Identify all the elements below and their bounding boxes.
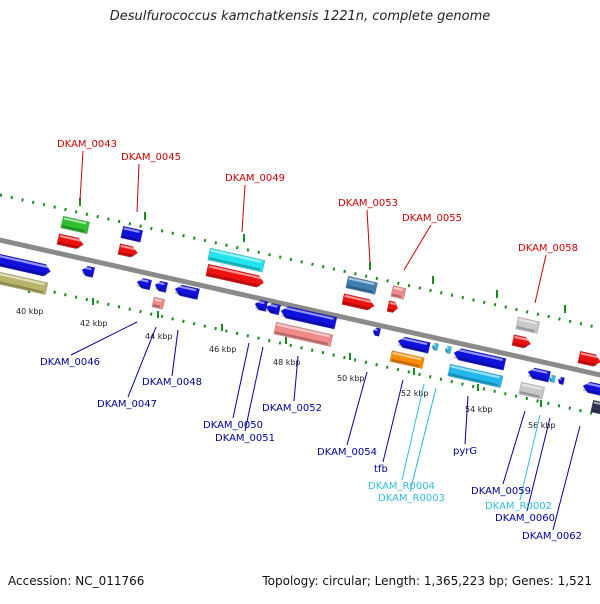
gene-label[interactable]: DKAM_0049 <box>225 173 285 184</box>
leader-line <box>171 329 179 377</box>
leader-line <box>244 346 264 432</box>
gene-feature[interactable] <box>341 293 376 312</box>
tick-marks: 40 kbp 42 kbp 44 kbp 46 kbp 48 kbp 50 kbp 52 k… <box>16 198 566 430</box>
gene-feature[interactable] <box>397 336 431 354</box>
label-leader-lines <box>70 150 581 531</box>
leader-line <box>366 209 371 264</box>
leader-line <box>232 342 250 419</box>
tick-label: 50 kbp <box>337 374 365 383</box>
gene-labels: DKAM_0043 DKAM_0045 DKAM_0049 DKAM_0053 DKAM… <box>40 139 582 542</box>
gene-label[interactable]: DKAM_R0003 <box>378 493 445 504</box>
gene-label[interactable]: tfb <box>374 464 388 475</box>
gene-label[interactable]: DKAM_0050 <box>203 420 263 431</box>
gene-feature[interactable] <box>518 381 546 400</box>
gene-label[interactable]: pyrG <box>453 446 477 457</box>
tick-label: 42 kbp <box>80 319 108 328</box>
gene-feature[interactable] <box>527 367 552 383</box>
gene-label[interactable]: DKAM_0045 <box>121 152 181 163</box>
gene-label[interactable]: DKAM_0054 <box>317 447 377 458</box>
leader-line <box>382 379 404 463</box>
leader-line <box>127 326 157 398</box>
gene-feature[interactable] <box>136 277 153 291</box>
leader-line <box>70 321 138 356</box>
leader-line <box>519 414 541 501</box>
gene-label[interactable]: DKAM_0046 <box>40 357 100 368</box>
gene-feature[interactable] <box>386 300 399 314</box>
leader-line <box>401 383 425 481</box>
gene-label[interactable]: DKAM_0060 <box>495 513 555 524</box>
accession-text: Accession: NC_011766 <box>8 574 145 588</box>
leader-line <box>534 254 547 304</box>
gene-feature[interactable] <box>273 321 334 347</box>
gene-label[interactable]: DKAM_0052 <box>262 403 322 414</box>
gene-feature[interactable] <box>515 316 541 335</box>
gene-feature[interactable] <box>577 350 600 368</box>
leader-line <box>136 163 140 213</box>
lower-scale-ring <box>0 278 600 417</box>
gene-feature[interactable] <box>453 347 507 371</box>
gene-feature[interactable] <box>548 374 556 384</box>
gene-label[interactable]: DKAM_0048 <box>142 377 202 388</box>
gene-features <box>0 215 600 416</box>
tick-label: 44 kbp <box>145 332 173 341</box>
leader-line <box>346 371 368 446</box>
leader-line <box>409 387 437 493</box>
gene-feature[interactable] <box>372 327 382 337</box>
gene-feature[interactable] <box>56 233 85 250</box>
leader-line <box>241 184 246 233</box>
gene-label[interactable]: DKAM_0055 <box>402 213 462 224</box>
gene-feature[interactable] <box>117 243 139 259</box>
gene-label[interactable]: DKAM_R0002 <box>485 501 552 512</box>
tick-label: 46 kbp <box>209 345 237 354</box>
gene-feature[interactable] <box>0 269 49 295</box>
gene-label[interactable]: DKAM_0053 <box>338 198 398 209</box>
gene-feature[interactable] <box>345 275 378 295</box>
gene-feature[interactable] <box>389 350 425 369</box>
leader-line <box>293 355 299 402</box>
gene-label[interactable]: DKAM_0047 <box>97 399 157 410</box>
gene-feature[interactable] <box>390 285 407 300</box>
leader-line <box>79 150 84 201</box>
gene-feature[interactable] <box>205 263 265 288</box>
gene-feature[interactable] <box>60 215 91 235</box>
gene-feature[interactable] <box>511 334 532 350</box>
tick-label: 48 kbp <box>273 358 301 367</box>
tick-label: 40 kbp <box>16 307 44 316</box>
tick-label: 52 kbp <box>401 389 429 398</box>
gene-label[interactable]: DKAM_0058 <box>518 243 578 254</box>
gene-feature[interactable] <box>120 225 144 243</box>
leader-line <box>403 224 432 271</box>
gene-feature[interactable] <box>431 342 439 352</box>
leader-line <box>526 417 551 512</box>
gene-feature[interactable] <box>265 302 282 316</box>
gene-feature[interactable] <box>81 265 96 278</box>
gene-label[interactable]: DKAM_0051 <box>215 433 275 444</box>
genome-title: Desulfurococcus kamchatkensis 1221n, com… <box>109 9 491 24</box>
gene-feature[interactable] <box>0 251 52 277</box>
gene-feature[interactable] <box>280 305 338 330</box>
gene-label[interactable]: DKAM_0043 <box>57 139 117 150</box>
gene-feature[interactable] <box>254 299 269 312</box>
gene-label[interactable]: DKAM_R0004 <box>368 481 435 492</box>
leader-line <box>464 395 469 445</box>
gene-feature[interactable] <box>444 345 452 355</box>
leader-line <box>552 425 581 531</box>
leader-line <box>502 410 526 485</box>
genome-backbone <box>0 237 600 378</box>
gene-label[interactable]: DKAM_0062 <box>522 531 582 542</box>
gene-label[interactable]: DKAM_0059 <box>471 486 531 497</box>
gene-feature[interactable] <box>151 296 166 310</box>
genome-info-text: Topology: circular; Length: 1,365,223 bp… <box>262 574 592 588</box>
tick-label: 54 kbp <box>465 405 493 414</box>
gene-feature[interactable] <box>447 363 504 389</box>
gene-feature[interactable] <box>582 381 600 397</box>
gene-feature[interactable] <box>154 280 169 293</box>
gene-feature[interactable] <box>207 247 266 273</box>
gene-feature[interactable] <box>174 284 200 300</box>
gene-feature[interactable] <box>557 376 565 386</box>
tick-label: 56 kbp <box>528 421 556 430</box>
